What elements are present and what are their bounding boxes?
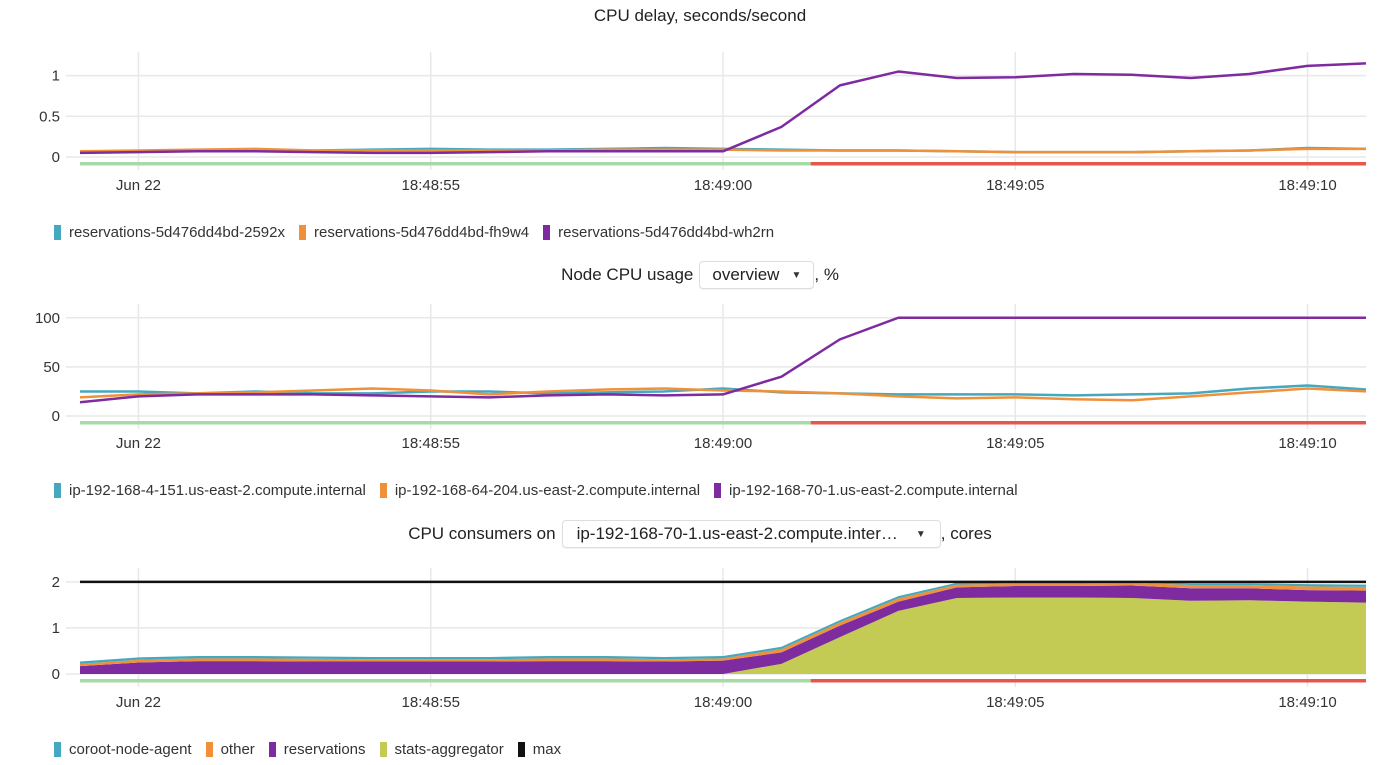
x-tick-label: 18:49:10	[1278, 177, 1336, 194]
x-tick-label: 18:48:55	[402, 435, 460, 452]
x-tick-label: 18:49:00	[694, 177, 752, 194]
area-stats-aggregator	[80, 597, 1366, 674]
caret-down-icon: ▼	[915, 528, 926, 540]
legend-label: reservations-5d476dd4bd-fh9w4	[313, 224, 530, 241]
y-tick-label: 1	[52, 68, 60, 85]
x-tick-label: 18:49:00	[694, 694, 752, 711]
x-tick-label: Jun 22	[116, 435, 161, 452]
chart1-legend: reservations-5d476dd4bd-2592x reservation…	[54, 224, 774, 241]
y-tick-label: 1	[52, 620, 60, 637]
status-bar-critical	[810, 162, 1366, 166]
x-tick-label: 18:48:55	[402, 694, 460, 711]
y-tick-label: 0	[52, 408, 60, 425]
legend-label: coroot-node-agent	[69, 741, 192, 758]
x-tick-label: 18:49:10	[1278, 694, 1336, 711]
legend-item[interactable]: other	[205, 741, 255, 758]
legend-swatch	[517, 742, 525, 757]
legend-item[interactable]: reservations-5d476dd4bd-2592x	[54, 224, 285, 241]
line-ip-192-168-64-204.us-east-2.compute.internal	[79, 387, 1367, 402]
cpu-delay-chart: 0 0.5 1 Jun 22 18:48:55 18:49:00 18:49:05 18:49…	[39, 52, 1367, 194]
x-tick-label: 18:49:05	[986, 435, 1044, 452]
y-tick-label: 2	[52, 574, 60, 591]
line-ip-192-168-4-151.us-east-2.compute.internal	[80, 384, 1367, 397]
y-tick-label: 50	[43, 359, 60, 376]
chart2-title-suffix: , %	[814, 265, 839, 284]
legend-swatch	[268, 742, 276, 757]
chart3-title-suffix: , cores	[940, 524, 992, 543]
node-cpu-usage-chart: 0 50 100 Jun 22 18:48:55 18:49:00 18:49:05 18:4…	[35, 304, 1367, 452]
legend-swatch	[54, 742, 61, 757]
y-tick-label: 100	[35, 310, 60, 327]
chart1-title: CPU delay, seconds/second	[0, 1, 1400, 31]
legend-swatch	[54, 483, 61, 498]
legend-item[interactable]: reservations	[268, 741, 366, 758]
chart3-title-prefix: CPU consumers on	[408, 524, 556, 543]
x-tick-label: 18:49:05	[986, 177, 1044, 194]
y-tick-label: 0.5	[39, 108, 60, 125]
legend-label: other	[220, 741, 255, 758]
chart2-legend: ip-192-168-4-151.us-east-2.compute.inter…	[54, 482, 1018, 499]
x-tick-label: 18:49:10	[1278, 435, 1336, 452]
chart1-title-text: CPU delay, seconds/second	[593, 6, 807, 25]
dropdown-value: ip-192-168-70-1.us-east-2.compute.inter…	[576, 524, 898, 543]
status-bar-critical	[810, 421, 1366, 425]
legend-label: reservations-5d476dd4bd-wh2rn	[558, 224, 775, 241]
chart2-title: Node CPU usage overview ▼ , %	[0, 260, 1400, 290]
node-cpu-mode-dropdown[interactable]: overview ▼	[699, 261, 815, 289]
chart2-title-prefix: Node CPU usage	[561, 265, 694, 284]
legend-swatch	[543, 225, 551, 240]
y-tick-label: 0	[52, 666, 60, 683]
x-tick-label: Jun 22	[116, 177, 161, 194]
legend-label: reservations-5d476dd4bd-2592x	[69, 224, 285, 241]
legend-label: ip-192-168-4-151.us-east-2.compute.inter…	[69, 482, 366, 499]
line-ip-192-168-70-1.us-east-2.compute.internal	[79, 316, 1366, 404]
legend-swatch	[379, 483, 387, 498]
legend-item[interactable]: ip-192-168-64-204.us-east-2.compute.inte…	[379, 482, 701, 499]
y-tick-label: 0	[52, 149, 60, 166]
dropdown-value: overview	[712, 265, 780, 284]
x-tick-label: 18:49:00	[694, 435, 752, 452]
chart3-legend: coroot-node-agent other reservations stats-…	[54, 741, 561, 758]
status-bar-ok	[80, 679, 811, 683]
legend-swatch	[298, 225, 306, 240]
legend-item[interactable]: coroot-node-agent	[54, 741, 192, 758]
legend-item[interactable]: stats-aggregator	[379, 741, 504, 758]
legend-swatch	[205, 742, 213, 757]
status-bar-ok	[80, 162, 811, 166]
legend-item[interactable]: ip-192-168-70-1.us-east-2.compute.intern…	[714, 482, 1018, 499]
legend-item[interactable]: max	[517, 741, 562, 758]
legend-label: ip-192-168-64-204.us-east-2.compute.inte…	[394, 482, 701, 499]
legend-item[interactable]: reservations-5d476dd4bd-wh2rn	[543, 224, 774, 241]
legend-label: reservations	[283, 741, 366, 758]
caret-down-icon: ▼	[791, 269, 802, 281]
node-select-dropdown[interactable]: ip-192-168-70-1.us-east-2.compute.inter……	[561, 520, 941, 548]
legend-item[interactable]: reservations-5d476dd4bd-fh9w4	[298, 224, 530, 241]
line-reservations-5d476dd4bd-wh2rn	[79, 62, 1367, 155]
x-tick-label: Jun 22	[116, 694, 161, 711]
x-tick-label: 18:49:05	[986, 694, 1044, 711]
cpu-consumers-chart: 0 1 2 Jun 22 18:48:55 18:49:00 18:49:05 18:49:1…	[52, 568, 1366, 711]
status-bar-ok	[80, 421, 811, 425]
status-bar-critical	[810, 679, 1366, 683]
legend-swatch	[54, 225, 61, 240]
line-reservations-5d476dd4bd-fh9w4	[79, 147, 1366, 154]
legend-swatch	[714, 483, 722, 498]
chart3-title: CPU consumers on ip-192-168-70-1.us-east…	[0, 519, 1400, 549]
legend-swatch	[379, 742, 387, 757]
legend-item[interactable]: ip-192-168-4-151.us-east-2.compute.inter…	[54, 482, 366, 499]
area-reservations	[80, 585, 1366, 674]
legend-label: max	[532, 741, 562, 758]
legend-label: ip-192-168-70-1.us-east-2.compute.intern…	[729, 482, 1018, 499]
legend-label: stats-aggregator	[394, 741, 504, 758]
x-tick-label: 18:48:55	[402, 177, 460, 194]
